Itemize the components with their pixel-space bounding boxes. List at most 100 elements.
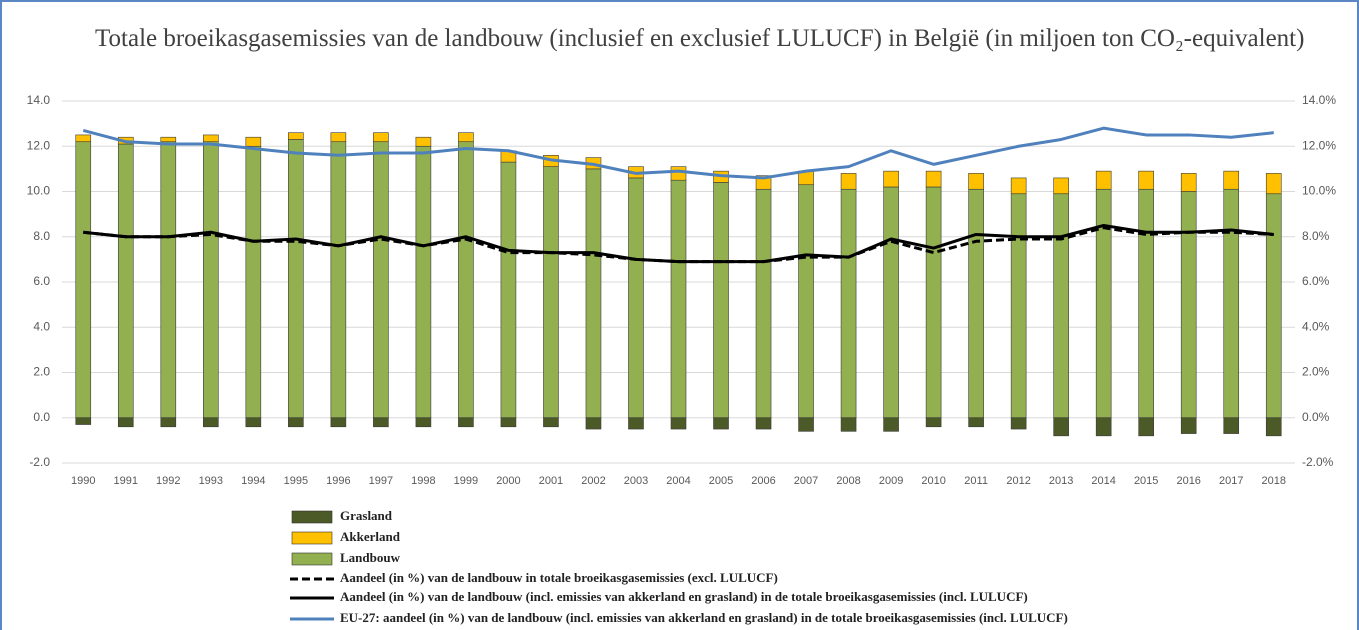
y-tick-label: 12.0 (27, 138, 51, 152)
bar (585, 417, 602, 430)
bar (1265, 193, 1282, 419)
bar (160, 417, 177, 428)
bar (160, 136, 177, 143)
bar (1223, 188, 1240, 419)
x-tick-label: 2015 (1134, 475, 1158, 487)
bar (288, 417, 304, 428)
legend-label: EU-27: aandeel (in %) van de landbouw (i… (340, 610, 1068, 625)
title-box: Totale broeikasgasemissies van de landbo… (95, 25, 1305, 52)
x-tick-label: 2012 (1006, 475, 1030, 487)
y-tick-label: 0.0 (33, 410, 50, 424)
bar (458, 141, 474, 419)
x-tick-label: 2006 (751, 475, 775, 487)
x-tick-label: 2010 (921, 475, 945, 487)
bar (968, 417, 984, 428)
bar (330, 132, 347, 143)
x-tick-label: 1993 (199, 475, 223, 487)
bar (628, 177, 644, 419)
x-tick-label: 2001 (539, 475, 563, 487)
bar (160, 141, 177, 419)
line (83, 223, 1274, 264)
x-tick-label: 2002 (581, 475, 605, 487)
bar (1180, 173, 1197, 192)
legend-swatch (291, 510, 333, 524)
legend-label: Landbouw (340, 550, 401, 565)
bar (670, 417, 687, 430)
bar (543, 166, 559, 419)
x-tick-label: 2011 (964, 475, 988, 487)
bar (1265, 173, 1282, 195)
bar (1095, 188, 1112, 419)
bar (883, 417, 899, 432)
legend-swatch (291, 552, 333, 566)
bar (1138, 417, 1154, 437)
y2-tick-label: -2.0% (1302, 455, 1334, 469)
x-tick-label: 2016 (1176, 475, 1200, 487)
x-tick-label: 1994 (241, 475, 265, 487)
bar (670, 179, 687, 419)
x-tick-label: 2003 (624, 475, 648, 487)
legend-label: Aandeel (in %) van de landbouw (incl. em… (340, 589, 1028, 604)
bar (968, 188, 984, 419)
x-tick-label: 1992 (156, 475, 180, 487)
y2-tick-label: 6.0% (1302, 274, 1330, 288)
x-tick-label: 2005 (709, 475, 733, 487)
bar (713, 417, 729, 430)
chart-title: Totale broeikasgasemissies van de landbo… (95, 25, 1305, 52)
x-tick-label: 1991 (114, 475, 138, 487)
bar (840, 173, 857, 190)
bar (117, 143, 134, 419)
y-tick-label: 4.0 (33, 319, 50, 333)
y-tick-label: 8.0 (33, 229, 50, 243)
y2-tick-label: 14.0% (1302, 93, 1336, 107)
bar (330, 141, 347, 419)
x-tick-label: 2009 (879, 475, 903, 487)
bar (1223, 417, 1240, 434)
bar (288, 132, 304, 140)
y2-tick-label: 10.0% (1302, 184, 1336, 198)
bar (373, 417, 389, 428)
bar (117, 417, 134, 428)
bar (1265, 417, 1282, 437)
legend-label: Grasland (340, 508, 393, 523)
y-tick-label: 6.0 (33, 274, 50, 288)
y2-tick-label: 12.0% (1302, 138, 1336, 152)
x-tick-label: 2008 (836, 475, 860, 487)
y-tick-label: -2.0 (29, 455, 50, 469)
y2-tick-label: 0.0% (1302, 410, 1330, 424)
bar (925, 186, 942, 419)
y-tick-label: 14.0 (27, 93, 51, 107)
y-tick-label: 10.0 (27, 184, 51, 198)
bar (883, 170, 899, 188)
bar (75, 141, 92, 419)
bar (840, 417, 857, 432)
y2-tick-label: 2.0% (1302, 365, 1330, 379)
bar (415, 145, 432, 419)
bar (883, 186, 899, 419)
bar (1053, 417, 1069, 437)
bar (1053, 177, 1069, 195)
bar (415, 136, 432, 147)
bar (1180, 191, 1197, 419)
bar (543, 417, 559, 428)
line (82, 126, 1274, 180)
bar (840, 188, 857, 419)
y2-tick-label: 4.0% (1302, 319, 1330, 333)
x-tick-label: 2018 (1261, 475, 1285, 487)
bar (628, 417, 644, 430)
x-tick-label: 2007 (794, 475, 818, 487)
bar (1010, 417, 1027, 430)
bar (458, 132, 474, 143)
x-tick-label: 2017 (1219, 475, 1243, 487)
legend-swatch (291, 531, 333, 545)
bar (798, 417, 814, 432)
bar (755, 188, 772, 419)
bar (1010, 177, 1027, 195)
x-tick-label: 2004 (666, 475, 690, 487)
bar (203, 134, 219, 143)
bar (245, 417, 262, 428)
bar (925, 417, 942, 428)
bar (330, 417, 347, 428)
